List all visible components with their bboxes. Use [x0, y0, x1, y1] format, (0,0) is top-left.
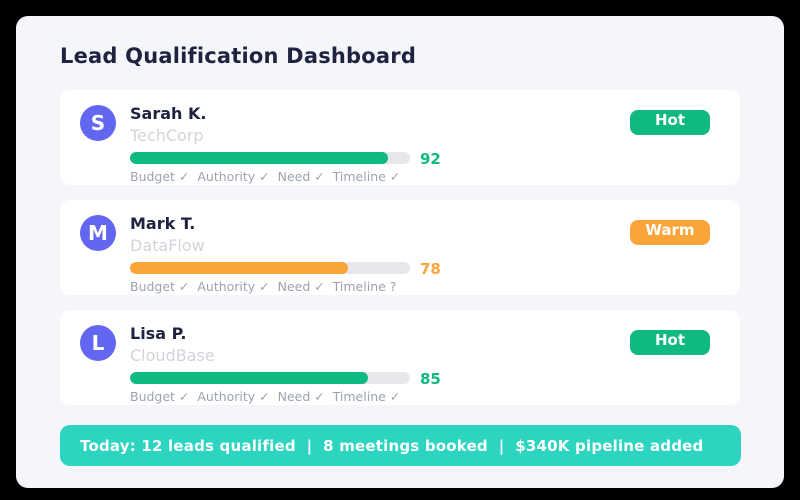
lead-name: Mark T.: [130, 214, 196, 233]
bant-criteria: Budget ✓ Authority ✓ Need ✓ Timeline ?: [130, 279, 397, 294]
daily-summary-banner: Today: 12 leads qualified | 8 meetings b…: [60, 425, 741, 466]
lead-company: CloudBase: [130, 346, 215, 365]
score-bar: [130, 372, 410, 384]
lead-score: 92: [420, 150, 441, 168]
score-bar: [130, 262, 410, 274]
lead-name: Sarah K.: [130, 104, 207, 123]
lead-company: TechCorp: [130, 126, 204, 145]
status-badge: Hot: [630, 110, 710, 135]
score-bar-fill: [130, 262, 349, 274]
lead-name: Lisa P.: [130, 324, 187, 343]
bant-criteria: Budget ✓ Authority ✓ Need ✓ Timeline ✓: [130, 389, 401, 404]
lead-score: 85: [420, 370, 441, 388]
lead-card[interactable]: M Mark T. DataFlow 78 Budget ✓ Authority…: [60, 200, 740, 295]
score-bar-fill: [130, 372, 368, 384]
avatar: L: [80, 325, 116, 361]
page-title: Lead Qualification Dashboard: [60, 44, 417, 68]
status-badge: Hot: [630, 330, 710, 355]
score-bar: [130, 152, 410, 164]
lead-company: DataFlow: [130, 236, 205, 255]
status-badge: Warm: [630, 220, 710, 245]
score-bar-fill: [130, 152, 388, 164]
avatar: S: [80, 105, 116, 141]
lead-card[interactable]: L Lisa P. CloudBase 85 Budget ✓ Authorit…: [60, 310, 740, 405]
avatar: M: [80, 215, 116, 251]
lead-card[interactable]: S Sarah K. TechCorp 92 Budget ✓ Authorit…: [60, 90, 740, 185]
lead-score: 78: [420, 260, 441, 278]
bant-criteria: Budget ✓ Authority ✓ Need ✓ Timeline ✓: [130, 169, 401, 184]
